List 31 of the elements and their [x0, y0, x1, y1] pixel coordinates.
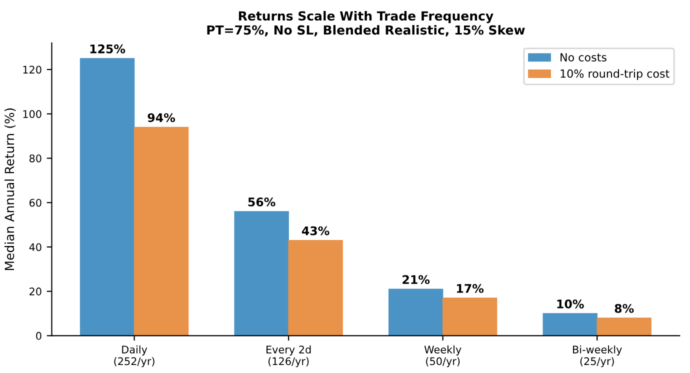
- chart-title: Returns Scale With Trade Frequency PT=75%, No SL, Blended Realistic, 15% Skew: [207, 10, 525, 36]
- bar: [542, 313, 598, 336]
- y-tick-label: 40: [29, 243, 42, 252]
- legend-label: No costs: [560, 53, 606, 62]
- x-tick-label: Bi-weekly (25/yr): [573, 345, 622, 368]
- data-label: 8%: [614, 304, 634, 313]
- bar: [596, 318, 652, 336]
- y-axis-title: Median Annual Return (%): [4, 108, 16, 270]
- bar: [442, 298, 498, 336]
- data-label: 21%: [402, 275, 430, 284]
- data-label: 17%: [457, 284, 484, 293]
- bar: [288, 240, 343, 336]
- bar: [234, 211, 289, 336]
- data-label: 56%: [248, 197, 276, 206]
- bar: [388, 288, 444, 336]
- y-tick-label: 100: [23, 110, 42, 118]
- bar: [80, 58, 135, 336]
- legend-label: 10% round-trip cost: [560, 69, 670, 80]
- data-label: 94%: [148, 113, 176, 122]
- data-label: 10%: [557, 300, 584, 308]
- y-tick-label: 80: [29, 154, 42, 162]
- y-tick-label: 60: [30, 198, 42, 207]
- data-label: 43%: [302, 226, 330, 236]
- y-tick-label: 20: [30, 288, 42, 296]
- x-tick-label: Daily (252/yr): [114, 345, 154, 368]
- x-tick-label: Every 2d (126/yr): [266, 345, 311, 368]
- y-tick-label: 120: [23, 66, 42, 74]
- bar: [134, 126, 189, 336]
- y-tick-label: 0: [36, 332, 42, 340]
- data-label: 125%: [90, 44, 126, 54]
- x-tick-label: Weekly (50/yr): [424, 345, 462, 368]
